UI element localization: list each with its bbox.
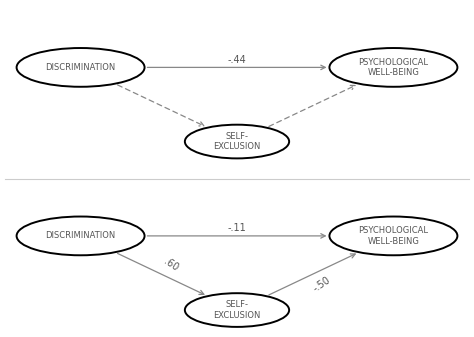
Text: -.11: -.11	[228, 223, 246, 234]
Ellipse shape	[185, 293, 289, 327]
Ellipse shape	[185, 125, 289, 158]
Text: PSYCHOLOGICAL
WELL-BEING: PSYCHOLOGICAL WELL-BEING	[358, 58, 428, 77]
Text: DISCRIMINATION: DISCRIMINATION	[46, 63, 116, 72]
Ellipse shape	[329, 48, 457, 87]
Text: PSYCHOLOGICAL
WELL-BEING: PSYCHOLOGICAL WELL-BEING	[358, 226, 428, 246]
Text: -.44: -.44	[228, 55, 246, 65]
Text: .60: .60	[162, 256, 180, 273]
Text: DISCRIMINATION: DISCRIMINATION	[46, 232, 116, 240]
Ellipse shape	[329, 217, 457, 255]
Ellipse shape	[17, 217, 145, 255]
Ellipse shape	[17, 48, 145, 87]
Text: SELF-
EXCLUSION: SELF- EXCLUSION	[213, 132, 261, 151]
Text: -.50: -.50	[311, 275, 332, 294]
Text: SELF-
EXCLUSION: SELF- EXCLUSION	[213, 300, 261, 320]
